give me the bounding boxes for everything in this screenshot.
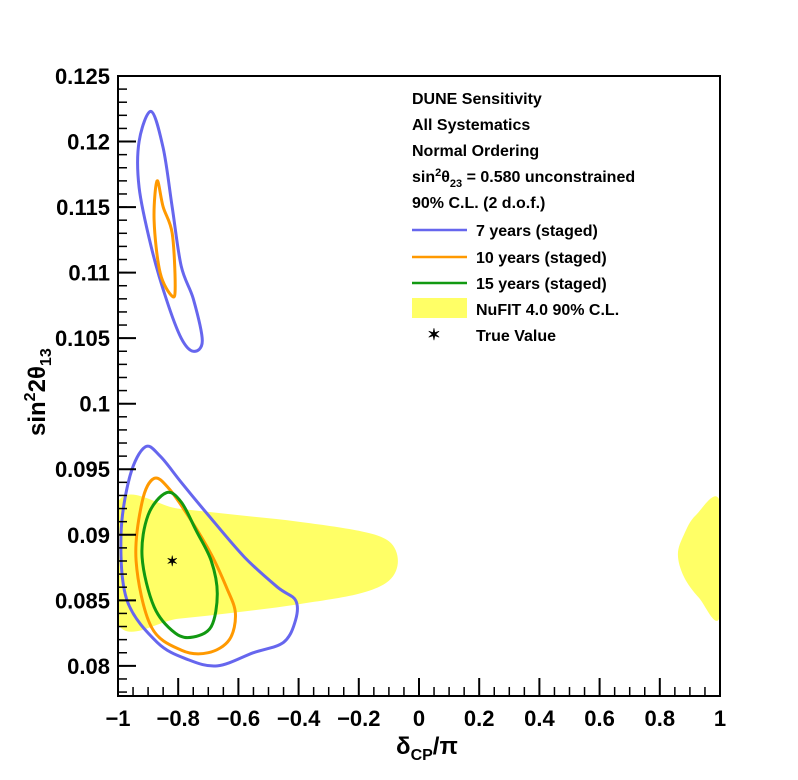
y-tick-label-0: 0.08 [67, 654, 110, 679]
legend-header-3: Normal Ordering [412, 143, 539, 160]
y-tick-label-4: 0.1 [79, 392, 110, 417]
y-tick-label-3: 0.095 [55, 457, 110, 482]
contour-layer [119, 109, 299, 668]
legend-header-2: All Systematics [412, 117, 530, 134]
x-tick-label-2: −0.6 [217, 706, 260, 731]
y-tick-label-8: 0.12 [67, 130, 110, 155]
legend: DUNE Sensitivity All Systematics Normal … [412, 91, 635, 345]
legend-label-15-years: 15 years (staged) [476, 276, 607, 293]
x-tick-label-7: 0.4 [524, 706, 555, 731]
contour-series-0-0 [136, 109, 204, 353]
legend-header-4: sin2θ23 = 0.580 unconstrained [412, 167, 635, 190]
x-axis-title: δCP/π [396, 733, 458, 764]
contour-series-1-0 [152, 179, 177, 299]
legend-header-1: DUNE Sensitivity [412, 91, 542, 108]
y-tick-label-1: 0.085 [55, 588, 110, 613]
legend-label-nufit: NuFIT 4.0 90% C.L. [476, 302, 619, 319]
y-axis-title: sin22θ13 [22, 348, 55, 436]
nufit-band-layer [118, 494, 720, 632]
legend-label-true-value: True Value [476, 328, 556, 345]
nufit-region-1 [677, 496, 720, 621]
legend-label-10-years: 10 years (staged) [476, 250, 607, 267]
x-tick-label-0: −1 [105, 706, 130, 731]
x-tick-label-6: 0.2 [464, 706, 495, 731]
x-tick-label-4: −0.2 [337, 706, 380, 731]
legend-swatch-true-value: ✶ [427, 327, 440, 344]
y-tick-label-9: 0.125 [55, 64, 110, 89]
nufit-region-0 [118, 494, 398, 632]
contour-series-2-0 [140, 490, 219, 640]
legend-label-7-years: 7 years (staged) [476, 223, 598, 240]
y-tick-label-2: 0.09 [67, 523, 110, 548]
marker-layer: ✶ [166, 553, 178, 569]
true-value-marker: ✶ [166, 553, 178, 569]
x-tick-label-3: −0.4 [277, 706, 321, 731]
x-tick-label-10: 1 [714, 706, 726, 731]
y-tick-label-5: 0.105 [55, 326, 110, 351]
x-tick-label-9: 0.8 [645, 706, 676, 731]
x-axis: −1 −0.8 −0.6 −0.4 −0.2 0 0.2 0.4 0.6 0.8 1 [105, 678, 726, 731]
legend-swatch-nufit [412, 298, 467, 318]
y-tick-label-6: 0.11 [68, 261, 110, 286]
y-tick-label-7: 0.115 [56, 195, 110, 220]
x-tick-label-1: −0.8 [156, 706, 199, 731]
legend-header-5: 90% C.L. (2 d.o.f.) [412, 195, 545, 212]
contour-series-0-1 [119, 444, 299, 668]
x-tick-label-5: 0 [413, 706, 425, 731]
y-axis: 0.08 0.085 0.09 0.095 0.1 0.105 0.11 0.115 0.12 0… [55, 64, 136, 693]
x-tick-label-8: 0.6 [584, 706, 615, 731]
